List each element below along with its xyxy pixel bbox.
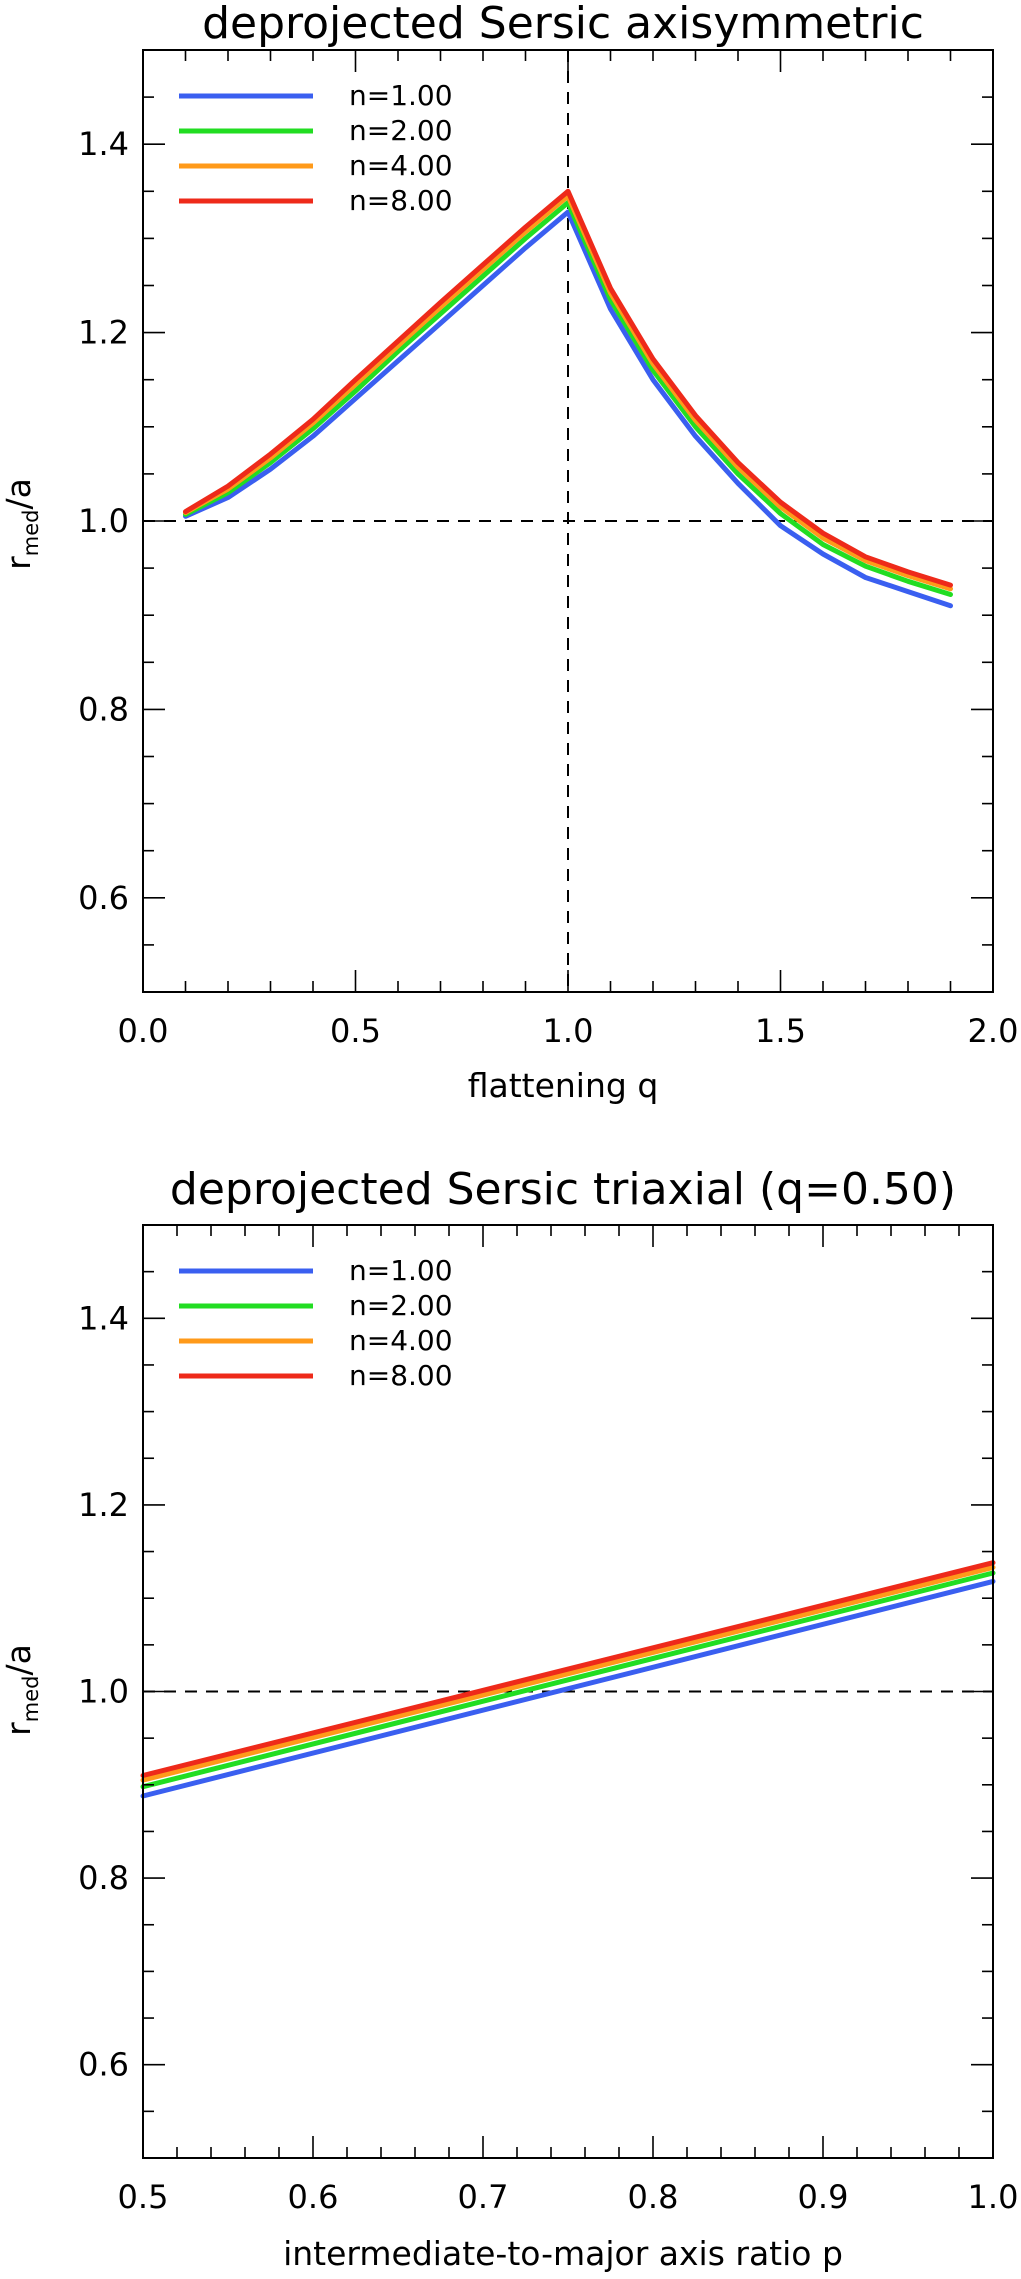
y-tick-label: 1.2 <box>78 314 129 352</box>
y-tick-label: 1.0 <box>78 1673 129 1711</box>
series-line-n=8.00 <box>140 1560 996 1778</box>
series-line-n=8.00 <box>183 188 953 588</box>
chart-triaxial: deprojected Sersic triaxial (q=0.50) 0.5… <box>0 1164 1018 2273</box>
legend-label: n=4.00 <box>349 1324 453 1357</box>
y-tick-label: 0.6 <box>78 2046 129 2084</box>
series-line-n=4.00 <box>140 1564 996 1783</box>
x-tick-label: 0.9 <box>798 2178 849 2216</box>
legend: n=1.00n=2.00n=4.00n=8.00 <box>179 79 453 217</box>
y-label-subscript: med <box>19 510 43 557</box>
y-tick-label: 1.4 <box>78 1299 129 1337</box>
x-tick-label: 1.5 <box>755 1012 806 1050</box>
plot-lines <box>140 1560 996 1799</box>
chart-axisymmetric: deprojected Sersic axisymmetric 0.0 0.5 1.… <box>0 0 1018 1105</box>
series-line-n=2.00 <box>183 200 953 597</box>
x-tick-label: 0.0 <box>118 1012 169 1050</box>
legend-label: n=4.00 <box>349 149 453 182</box>
y-tick-label: 1.2 <box>78 1486 129 1524</box>
x-tick-label: 2.0 <box>968 1012 1019 1050</box>
legend: n=1.00n=2.00n=4.00n=8.00 <box>179 1254 453 1392</box>
x-tick-label: 0.7 <box>458 2178 509 2216</box>
legend-label: n=8.00 <box>349 184 453 217</box>
plot-lines <box>143 50 993 992</box>
x-tick-label: 0.5 <box>118 2178 169 2216</box>
x-axis-label: intermediate-to-major axis ratio p <box>283 2234 843 2273</box>
legend-label: n=1.00 <box>349 1254 453 1287</box>
y-tick-label: 0.6 <box>78 879 129 917</box>
x-tick-label: 0.6 <box>288 2178 339 2216</box>
y-label-base: r <box>0 556 38 570</box>
x-tick-label: 1.0 <box>968 2178 1019 2216</box>
y-label-subscript: med <box>19 1676 43 1723</box>
legend-label: n=1.00 <box>349 79 453 112</box>
y-tick-label: 1.0 <box>78 502 129 540</box>
y-axis-label: rmed/a <box>0 478 43 570</box>
y-tick-label: 1.4 <box>78 125 129 163</box>
y-tick-label: 0.8 <box>78 690 129 728</box>
legend-label: n=8.00 <box>349 1359 453 1392</box>
chart-title: deprojected Sersic axisymmetric <box>202 0 924 49</box>
x-axis-label: flattening q <box>468 1066 659 1105</box>
x-tick-label: 1.0 <box>543 1012 594 1050</box>
y-label-suffix: /a <box>0 478 38 509</box>
x-tick-label: 0.5 <box>330 1012 381 1050</box>
chart-title: deprojected Sersic triaxial (q=0.50) <box>170 1164 956 1215</box>
y-tick-label: 0.8 <box>78 1859 129 1897</box>
series-line-n=2.00 <box>140 1570 996 1790</box>
x-tick-label: 0.8 <box>628 2178 679 2216</box>
y-label-suffix: /a <box>0 1644 38 1675</box>
series-line-n=1.00 <box>183 209 953 609</box>
y-axis-label: rmed/a <box>0 1644 43 1736</box>
legend-label: n=2.00 <box>349 1289 453 1322</box>
series-line-n=1.00 <box>140 1578 996 1799</box>
legend-label: n=2.00 <box>349 114 453 147</box>
axis-ticks: 0.5 0.6 0.7 0.8 0.9 1.0 0.6 0.8 1.0 1.2 1.4 <box>78 1224 1019 2216</box>
axis-ticks: 0.0 0.5 1.0 1.5 2.0 0.6 0.8 1.0 1.2 1.4 <box>78 49 1019 1050</box>
y-label-base: r <box>0 1722 38 1736</box>
